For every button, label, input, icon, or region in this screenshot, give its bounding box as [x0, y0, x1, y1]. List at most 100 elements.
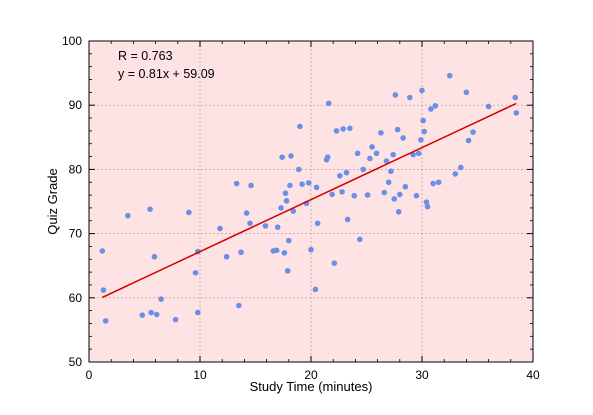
data-point [340, 126, 346, 132]
x-tick-label: 10 [193, 368, 207, 382]
data-point [325, 100, 332, 107]
data-point [337, 173, 343, 179]
regression-line [102, 102, 517, 299]
y-axis-label: Quiz Grade [45, 168, 60, 234]
annotation-r: R = 0.763 [118, 49, 173, 63]
data-point [324, 154, 331, 161]
data-point [247, 220, 253, 227]
data-point [312, 286, 319, 293]
data-point [308, 246, 314, 253]
data-point [354, 150, 361, 157]
data-point [388, 168, 394, 175]
x-tick-label: 0 [86, 368, 93, 382]
data-points [99, 72, 520, 324]
y-tick-label: 80 [69, 162, 83, 176]
data-point [435, 179, 442, 186]
data-point [282, 190, 289, 196]
data-point [446, 72, 453, 79]
data-point [139, 312, 146, 318]
data-point [284, 268, 291, 274]
x-axis-label: Study Time (minutes) [250, 379, 373, 394]
data-point [402, 183, 409, 190]
data-point [290, 208, 297, 214]
x-tick-label: 40 [526, 368, 540, 382]
data-point [186, 209, 192, 216]
data-point [385, 179, 392, 186]
data-point [286, 237, 292, 244]
data-point [333, 128, 340, 134]
data-point [233, 180, 240, 187]
data-point [151, 253, 158, 260]
data-point [394, 126, 401, 133]
data-point [192, 269, 199, 276]
data-point [102, 318, 109, 324]
data-point [383, 158, 390, 164]
data-point [428, 106, 434, 112]
data-point [395, 208, 402, 215]
data-point [415, 150, 422, 157]
data-point [344, 216, 351, 223]
data-point [413, 192, 420, 199]
data-point [281, 250, 288, 256]
data-point [347, 125, 353, 132]
data-point [391, 196, 398, 202]
data-point [392, 92, 399, 98]
data-point [364, 192, 371, 198]
data-point [297, 123, 303, 130]
data-point [360, 166, 366, 173]
annotation-equation: y = 0.81x + 59.09 [118, 67, 215, 81]
data-point [262, 223, 269, 229]
data-point [287, 182, 293, 189]
data-point [513, 110, 520, 116]
data-point [314, 220, 321, 227]
axis-ticks: 0 10 20 30 40 50 60 70 80 90 100 [62, 34, 540, 382]
data-point [432, 103, 439, 109]
data-point [331, 260, 338, 266]
data-point [288, 153, 294, 159]
data-point [367, 155, 373, 162]
data-point [378, 130, 384, 136]
data-point [419, 87, 425, 94]
data-point [430, 180, 436, 187]
data-point [223, 253, 230, 260]
data-point [99, 248, 106, 254]
data-point [329, 191, 335, 198]
data-point [357, 236, 363, 243]
y-tick-label: 50 [69, 355, 83, 369]
data-point [248, 182, 254, 189]
data-point [351, 192, 358, 199]
data-point [153, 311, 160, 318]
data-point [278, 205, 284, 211]
data-point [217, 225, 223, 232]
y-tick-label: 100 [62, 34, 82, 48]
data-point [512, 94, 519, 101]
data-point [373, 150, 380, 157]
data-point [313, 184, 320, 191]
data-point [381, 189, 388, 196]
data-point [299, 181, 305, 187]
data-point [423, 199, 430, 205]
data-point [295, 166, 302, 173]
data-point [100, 287, 107, 293]
data-point [421, 128, 428, 135]
data-point [452, 171, 459, 177]
data-point [148, 309, 154, 316]
data-point [420, 117, 426, 124]
data-point [243, 210, 250, 216]
data-point [125, 212, 131, 219]
data-point [273, 247, 280, 254]
data-point [424, 203, 431, 210]
y-tick-label: 60 [69, 291, 83, 305]
x-tick-label: 30 [415, 368, 429, 382]
data-point [194, 309, 201, 316]
data-point [238, 249, 244, 256]
y-tick-label: 70 [69, 227, 83, 241]
data-point [470, 129, 476, 135]
data-point [283, 198, 290, 204]
data-point [158, 296, 164, 302]
data-point [465, 137, 472, 144]
data-point [463, 89, 470, 96]
data-point [343, 169, 350, 176]
